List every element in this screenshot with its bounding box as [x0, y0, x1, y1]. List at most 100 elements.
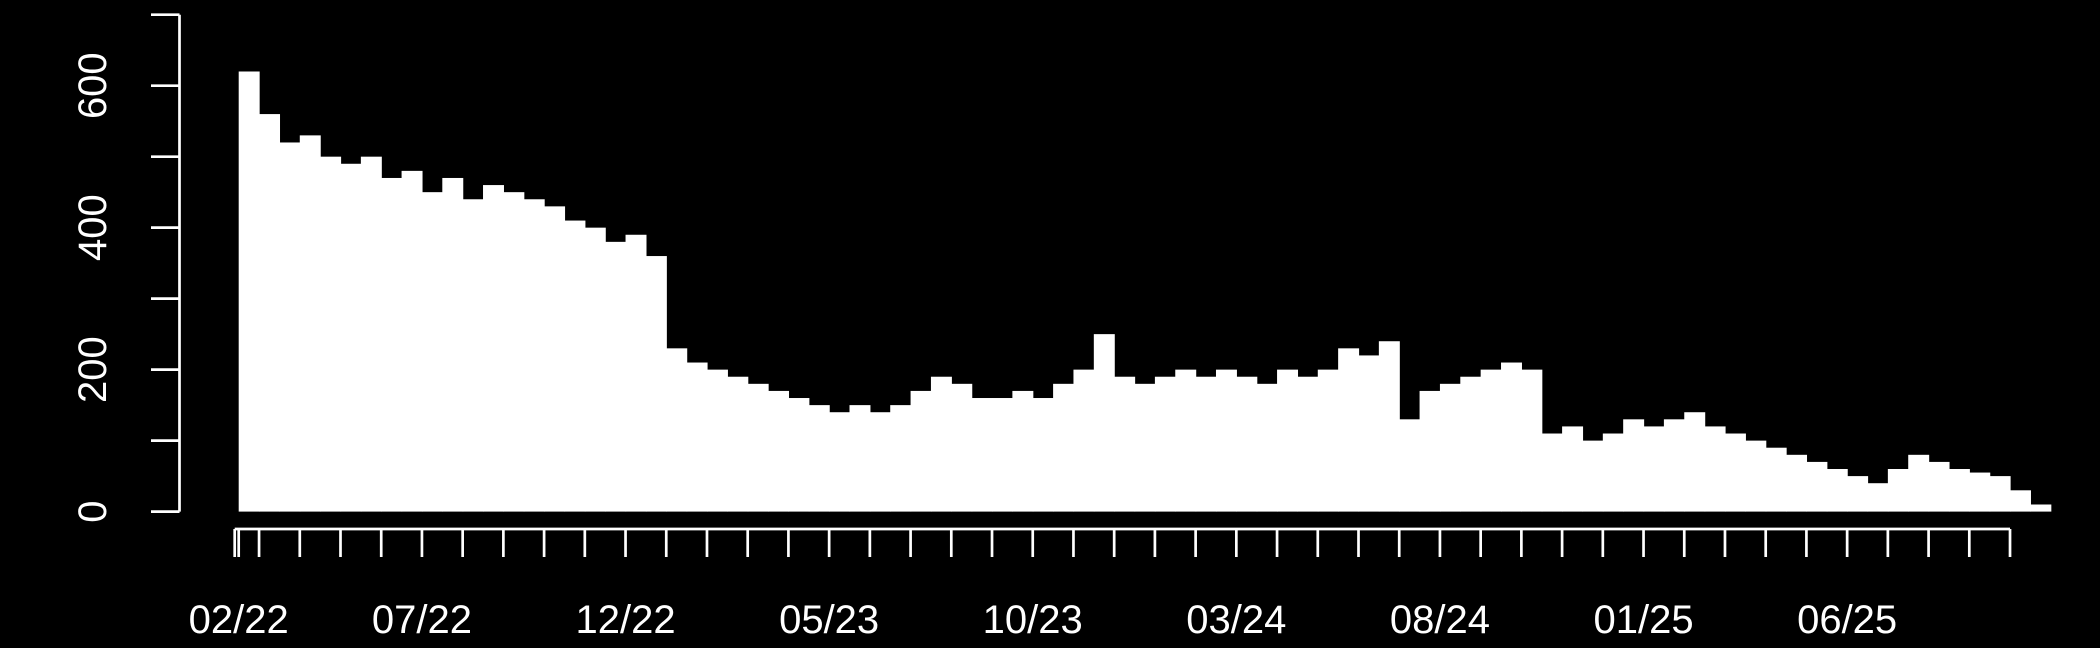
bar: [1277, 369, 1299, 512]
bar: [442, 177, 464, 512]
bar: [1480, 369, 1502, 512]
bar: [1847, 476, 1869, 512]
bar: [829, 412, 851, 512]
y-tick-label: 400: [71, 194, 115, 261]
bar: [992, 398, 1013, 512]
bar: [890, 405, 912, 512]
bar: [1053, 383, 1075, 512]
bar: [279, 142, 301, 512]
bar: [1704, 426, 1726, 512]
bar: [1582, 440, 1604, 512]
bar: [1134, 383, 1156, 512]
bar: [768, 390, 790, 512]
bar: [1399, 419, 1421, 512]
bar: [1297, 376, 1319, 512]
bar: [1338, 348, 1360, 512]
bar: [1724, 433, 1746, 512]
y-tick-label: 0: [71, 500, 115, 522]
bar: [1439, 383, 1461, 512]
bar: [1887, 469, 1909, 512]
bar: [1154, 376, 1176, 512]
bar: [584, 227, 606, 512]
bar: [1236, 376, 1258, 512]
bar: [625, 234, 647, 512]
bar: [869, 412, 891, 512]
bar: [706, 369, 728, 512]
bar: [951, 383, 973, 512]
bar: [2030, 504, 2052, 512]
bar: [747, 383, 769, 512]
bar: [1093, 334, 1115, 512]
bar: [1501, 362, 1522, 512]
bar: [1378, 341, 1400, 512]
bar: [1562, 426, 1584, 512]
bar: [401, 170, 423, 512]
bar: [1012, 390, 1034, 512]
bar: [1786, 454, 1808, 512]
bar: [421, 192, 443, 512]
bar: [1826, 469, 1848, 512]
bar: [1867, 483, 1889, 512]
x-tick-label: 12/22: [575, 598, 675, 642]
bar: [1114, 376, 1136, 512]
y-tick-label: 600: [71, 52, 115, 119]
bar: [1358, 355, 1380, 512]
bar: [645, 256, 667, 512]
bar: [1928, 461, 1950, 512]
bar: [238, 71, 260, 512]
bar: [1643, 426, 1665, 512]
x-tick-label: 10/23: [983, 598, 1083, 642]
bar: [340, 163, 362, 512]
bar: [544, 206, 566, 512]
bar: [320, 156, 342, 512]
y-tick-label: 200: [71, 336, 115, 403]
bar: [808, 405, 830, 512]
bar: [686, 362, 708, 512]
x-tick-label: 01/25: [1593, 598, 1693, 642]
bar: [462, 199, 484, 512]
bar: [523, 199, 545, 512]
bar: [1256, 383, 1278, 512]
bar: [1521, 369, 1543, 512]
bar: [1460, 376, 1482, 512]
bar: [930, 376, 952, 512]
bar: [1215, 369, 1237, 512]
x-tick-label: 03/24: [1186, 598, 1286, 642]
bar: [1623, 419, 1645, 512]
bar: [1073, 369, 1095, 512]
bar: [727, 376, 749, 512]
bar: [1032, 398, 1054, 512]
bar: [1684, 412, 1706, 512]
x-tick-label: 07/22: [372, 598, 472, 642]
bar: [1175, 369, 1197, 512]
bar: [564, 220, 586, 512]
bar: [666, 348, 688, 512]
bar: [1195, 376, 1217, 512]
bar: [1948, 469, 1970, 512]
bar: [1419, 390, 1441, 512]
x-tick-label: 08/24: [1390, 598, 1490, 642]
bar: [1969, 472, 1991, 512]
x-tick-label: 05/23: [779, 598, 879, 642]
bar: [360, 156, 382, 512]
bar: [299, 135, 321, 512]
bar: [788, 398, 810, 512]
bar: [1317, 369, 1339, 512]
bar: [849, 405, 871, 512]
bar: [1806, 461, 1828, 512]
bar: [1989, 476, 2011, 512]
bar: [605, 241, 627, 512]
bar: [1602, 433, 1624, 512]
bar: [1663, 419, 1685, 512]
bar: [259, 114, 281, 512]
bar: [483, 185, 504, 512]
bar: [1908, 454, 1930, 512]
bar: [910, 390, 932, 512]
bar: [971, 398, 993, 512]
bar: [2010, 490, 2031, 512]
bar: [1765, 447, 1787, 512]
bar: [1541, 433, 1563, 512]
bar: [503, 192, 525, 512]
